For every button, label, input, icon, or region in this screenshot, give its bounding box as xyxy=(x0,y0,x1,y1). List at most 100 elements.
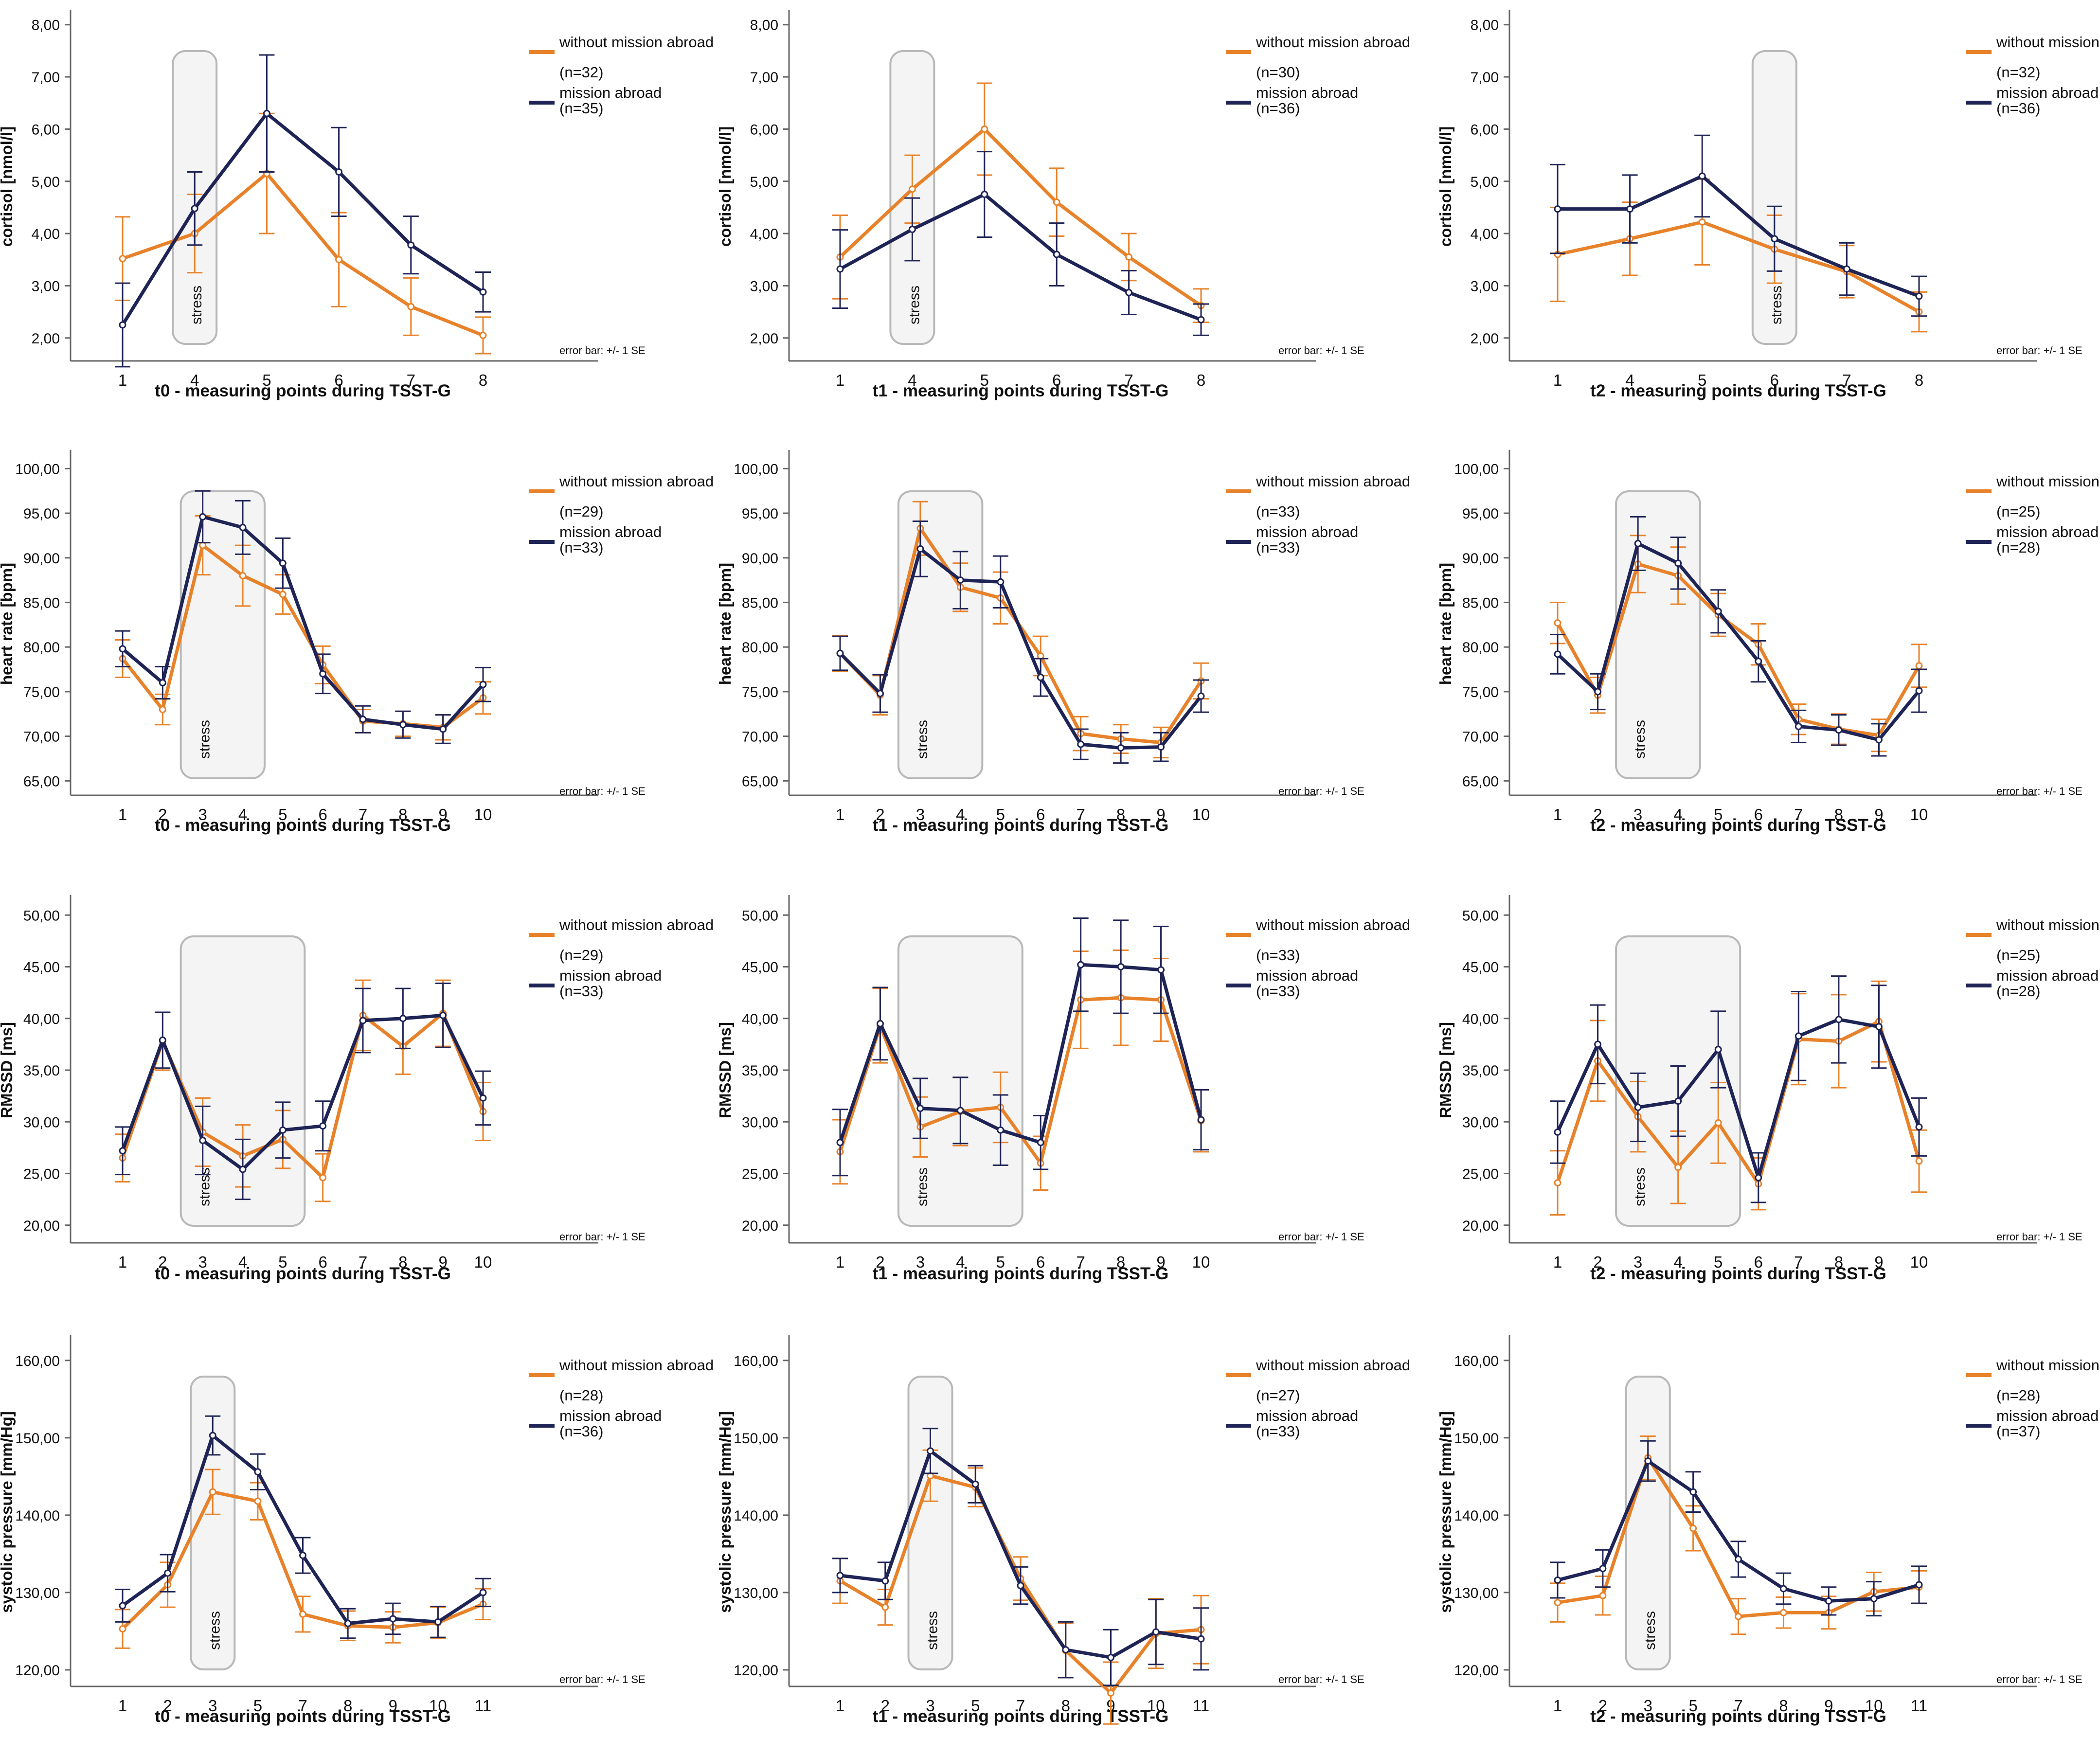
x-tick-label: 7 xyxy=(407,371,415,389)
series-line xyxy=(122,172,484,337)
data-point xyxy=(199,513,207,520)
data-point xyxy=(389,1615,397,1623)
series-mission xyxy=(1550,1440,1927,1617)
legend-label-without: without mission abroad xyxy=(1996,473,2100,490)
y-tick-label: 40,00 xyxy=(23,1011,60,1027)
y-tick-label: 30,00 xyxy=(1462,1114,1499,1130)
x-tick-label: 4 xyxy=(238,1253,247,1271)
y-tick-label: 45,00 xyxy=(1462,960,1499,976)
x-tick-label: 7 xyxy=(1794,1253,1803,1271)
x-axis-title: t0 - measuring points during TSST-G xyxy=(155,816,451,835)
x-tick-label: 7 xyxy=(1076,1253,1085,1271)
x-tick-label: 5 xyxy=(1714,806,1723,824)
y-tick-label: 100,00 xyxy=(734,461,778,477)
data-point xyxy=(1755,1174,1762,1182)
legend-n-mission: (n=33) xyxy=(1256,1423,1300,1440)
data-point xyxy=(1714,1119,1722,1127)
data-point xyxy=(119,645,126,653)
data-point xyxy=(239,523,247,531)
data-point xyxy=(981,125,988,133)
data-point xyxy=(439,725,447,733)
y-tick-label: 30,00 xyxy=(23,1114,60,1130)
series-line xyxy=(839,547,1203,750)
x-tick-label: 3 xyxy=(198,1253,207,1271)
legend-label-mission: mission abroad xyxy=(559,523,662,540)
stress-label: stress xyxy=(1769,286,1785,324)
y-tick-label: 35,00 xyxy=(742,1063,778,1079)
legend-n-mission: (n=33) xyxy=(1256,539,1300,556)
legend-n-mission: (n=33) xyxy=(559,983,603,1000)
x-tick-label: 11 xyxy=(475,1697,491,1715)
error-bar-note: error bar: +/- 1 SE xyxy=(1996,785,2082,797)
y-tick-label: 25,00 xyxy=(23,1166,60,1183)
stress-box xyxy=(1751,50,1797,345)
data-point xyxy=(344,1620,352,1627)
y-tick-label: 25,00 xyxy=(742,1166,778,1183)
x-tick-label: 7 xyxy=(1734,1697,1742,1715)
y-tick-label: 45,00 xyxy=(742,960,778,976)
x-tick-label: 2 xyxy=(158,1253,167,1271)
stress-box xyxy=(907,1376,953,1670)
legend-n-mission: (n=37) xyxy=(1996,1423,2040,1440)
stress-label: stress xyxy=(915,1167,931,1206)
series-line xyxy=(121,1013,485,1171)
x-tick-label: 6 xyxy=(1770,371,1779,389)
data-point xyxy=(1674,1097,1682,1105)
legend-n-without: (n=30) xyxy=(1256,64,1300,81)
y-axis-title: RMSSD [ms] xyxy=(0,1022,16,1118)
error-bar-note: error bar: +/- 1 SE xyxy=(559,1673,646,1685)
data-point xyxy=(1554,1129,1562,1136)
series-mission xyxy=(1550,134,1927,317)
series-line xyxy=(839,127,1202,307)
x-tick-label: 10 xyxy=(1192,1253,1210,1271)
x-tick-label: 8 xyxy=(398,1253,407,1271)
legend: without mission abroad(n=33)mission abro… xyxy=(1226,473,1410,556)
data-point xyxy=(1062,1646,1070,1654)
x-tick-label: 4 xyxy=(908,371,916,389)
x-axis-title: t0 - measuring points during TSST-G xyxy=(155,381,451,400)
x-tick-label: 9 xyxy=(1156,1253,1165,1271)
data-point xyxy=(1674,1164,1682,1171)
data-point xyxy=(1915,662,1923,670)
x-axis-title: t1 - measuring points during TSST-G xyxy=(873,1264,1169,1283)
data-point xyxy=(836,265,844,273)
legend-label-mission: mission abroad xyxy=(1996,523,2099,540)
legend-label-mission: mission abroad xyxy=(559,84,662,101)
x-tick-label: 11 xyxy=(1911,1697,1927,1715)
legend-n-without: (n=32) xyxy=(559,64,603,81)
y-tick-label: 70,00 xyxy=(742,729,778,745)
series-without-mission xyxy=(1550,178,1927,333)
error-bar-note: error bar: +/- 1 SE xyxy=(559,1231,646,1243)
data-point xyxy=(1125,288,1133,296)
data-point xyxy=(1554,205,1562,213)
x-tick-label: 2 xyxy=(1593,1253,1602,1271)
data-point xyxy=(119,321,126,329)
x-tick-label: 6 xyxy=(1754,806,1763,824)
chart-panel-r3c3: stress 20,00 25,00 30,00 35,00 40,00 45,00 50,0… xyxy=(1436,895,2100,1283)
legend-n-without: (n=25) xyxy=(1996,947,2040,964)
x-tick-label: 1 xyxy=(836,806,844,824)
data-point xyxy=(1634,1104,1642,1111)
legend-label-mission: mission abroad xyxy=(559,1407,662,1424)
data-point xyxy=(1077,961,1085,968)
legend-n-without: (n=29) xyxy=(559,947,603,964)
x-tick-label: 8 xyxy=(1061,1697,1070,1715)
error-bar-note: error bar: +/- 1 SE xyxy=(1278,785,1364,797)
y-tick-label: 90,00 xyxy=(742,551,778,567)
series-line xyxy=(1556,541,1921,742)
y-tick-label: 80,00 xyxy=(23,640,60,656)
data-point xyxy=(1843,265,1850,273)
x-tick-label: 5 xyxy=(253,1697,262,1715)
y-tick-label: 120,00 xyxy=(734,1663,778,1679)
y-tick-label: 3,00 xyxy=(750,278,778,294)
data-point xyxy=(299,1552,306,1559)
data-point xyxy=(956,576,964,584)
y-tick-label: 70,00 xyxy=(23,729,60,745)
x-tick-label: 4 xyxy=(956,1253,965,1271)
x-tick-label: 5 xyxy=(278,806,287,824)
data-point xyxy=(279,559,287,567)
y-tick-label: 130,00 xyxy=(1454,1585,1499,1601)
y-tick-label: 40,00 xyxy=(1462,1011,1499,1027)
